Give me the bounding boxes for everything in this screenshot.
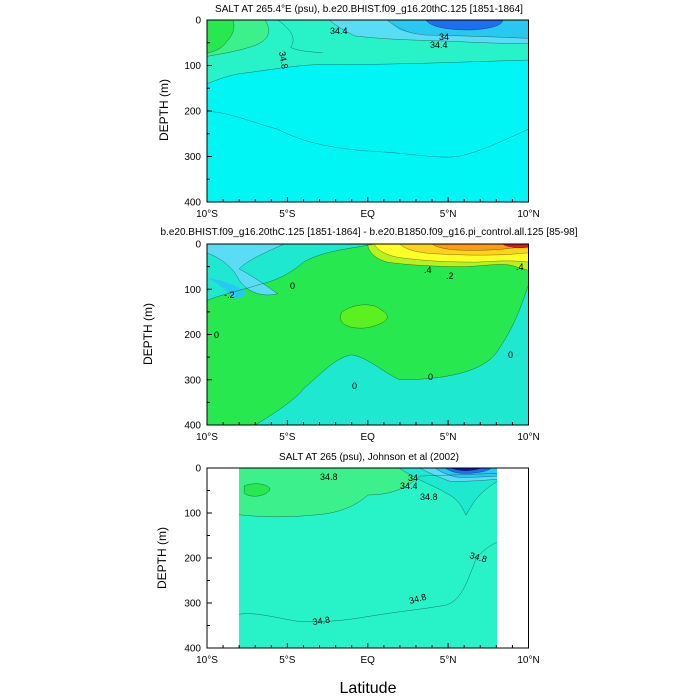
x-tick-label: 10°N [517, 655, 539, 666]
p1-contour-label: 34 [439, 32, 449, 42]
p2-fill-sky [207, 277, 246, 299]
y-tick-label: 300 [184, 599, 201, 610]
panel-1-xaxis: 10°S 5°S EQ 5°N 10°N [196, 197, 540, 220]
p2-contour-label: 0 [214, 330, 219, 340]
x-tick-label: 5°S [279, 209, 296, 220]
panel-3-yaxis: 0 100 200 300 400 [184, 464, 212, 655]
y-tick-label: 0 [195, 464, 201, 475]
p2-fill-lime [340, 304, 388, 329]
p2-contour-label: 0 [352, 381, 357, 391]
x-tick-label: 5°N [440, 655, 457, 666]
p2-contour-label: 0 [508, 350, 513, 360]
p1-fill-blue [425, 20, 503, 31]
panel-1: SALT AT 265.4°E (psu), b.e20.BHIST.f09_g… [157, 4, 540, 220]
panel-1-ylabel: DEPTH (m) [157, 79, 171, 141]
panel-1-yaxis: 0 100 200 300 400 [184, 16, 212, 209]
x-tick-label: 10°S [196, 432, 218, 443]
p3-contour-label: 34.8 [312, 615, 331, 627]
p2-contour-label: .4 [516, 262, 524, 272]
p3-contour-label: 34.8 [408, 592, 428, 606]
panel-2-plot [207, 244, 529, 425]
x-tick-label: 10°S [196, 209, 218, 220]
panel-3: SALT AT 265 (psu), Johnson et al (2002) [155, 452, 540, 666]
p2-contours [207, 244, 529, 425]
panel-1-title: SALT AT 265.4°E (psu), b.e20.BHIST.f09_g… [215, 4, 523, 15]
y-tick-label: 400 [184, 198, 201, 209]
y-tick-label: 300 [184, 375, 201, 386]
p3-fill-mint [239, 468, 497, 517]
y-tick-label: 100 [184, 285, 201, 296]
x-tick-label: 10°N [517, 432, 539, 443]
p2-contour-label: .2 [446, 271, 454, 281]
x-tick-label: 10°S [196, 655, 218, 666]
panel-2-xaxis: 10°S 5°S EQ 5°N 10°N [196, 420, 540, 443]
panel-3-title: SALT AT 265 (psu), Johnson et al (2002) [279, 452, 459, 463]
p1-contour-label: 34.4 [430, 40, 448, 50]
x-tick-label: EQ [361, 209, 376, 220]
panel-2-ylabel: DEPTH (m) [141, 303, 155, 365]
panel-3-plot [239, 468, 497, 648]
x-tick-label: 5°S [279, 432, 296, 443]
p2-fill-orange [432, 244, 529, 251]
y-tick-label: 100 [184, 509, 201, 520]
panel-1-plot [207, 20, 529, 202]
x-tick-label: 5°N [440, 432, 457, 443]
p3-contours [239, 468, 497, 622]
x-tick-label: 5°S [279, 655, 296, 666]
y-tick-label: 300 [184, 152, 201, 163]
y-tick-label: 100 [184, 61, 201, 72]
panel-2: b.e20.BHIST.f09_g16.20thC.125 [1851-1864… [141, 227, 578, 443]
p2-fill-blue [207, 244, 285, 295]
y-tick-label: 0 [195, 16, 201, 27]
y-tick-label: 0 [195, 240, 201, 251]
p3-contour-label: 34.4 [400, 481, 418, 491]
p2-fill-red [502, 244, 529, 248]
p3-contour-label: 34.8 [468, 550, 488, 564]
x-axis-label: Latitude [340, 680, 397, 697]
p2-contour-label: .4 [424, 265, 432, 275]
y-tick-label: 200 [184, 330, 201, 341]
y-tick-label: 400 [184, 421, 201, 432]
p2-contour-label: 0 [290, 281, 295, 291]
p2-contour-label: -.2 [224, 290, 235, 300]
x-tick-label: EQ [361, 655, 376, 666]
panel-2-title: b.e20.BHIST.f09_g16.20thC.125 [1851-1864… [161, 227, 578, 238]
p1-fill-lime [207, 20, 234, 54]
p1-contour-label: 34.4 [330, 26, 348, 36]
y-tick-label: 400 [184, 644, 201, 655]
x-tick-label: EQ [361, 432, 376, 443]
p2-fill-green [207, 244, 529, 425]
p1-contour-label: 34.8 [277, 51, 290, 70]
p3-contour-label: 34 [408, 473, 418, 483]
x-tick-label: 5°N [440, 209, 457, 220]
x-tick-label: 10°N [517, 209, 539, 220]
panel-3-xaxis: 10°S 5°S EQ 5°N 10°N [196, 643, 540, 666]
panel-3-ylabel: DEPTH (m) [155, 527, 169, 589]
y-tick-label: 200 [184, 554, 201, 565]
p3-contour-label: 34.8 [320, 472, 338, 482]
p2-contour-label: 0 [428, 372, 433, 382]
p3-contour-label: 34.8 [420, 492, 438, 502]
y-tick-label: 200 [184, 107, 201, 118]
panel-2-yaxis: 0 100 200 300 400 [184, 240, 212, 432]
p3-fill-green [244, 483, 270, 497]
